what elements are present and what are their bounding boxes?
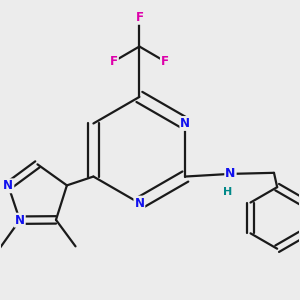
Text: N: N <box>225 167 236 180</box>
Text: F: F <box>110 55 118 68</box>
Text: F: F <box>161 55 169 68</box>
Text: H: H <box>223 188 232 197</box>
Text: N: N <box>15 214 25 227</box>
Text: N: N <box>134 196 144 210</box>
Text: N: N <box>180 117 190 130</box>
Text: F: F <box>135 11 143 24</box>
Text: N: N <box>3 179 13 192</box>
